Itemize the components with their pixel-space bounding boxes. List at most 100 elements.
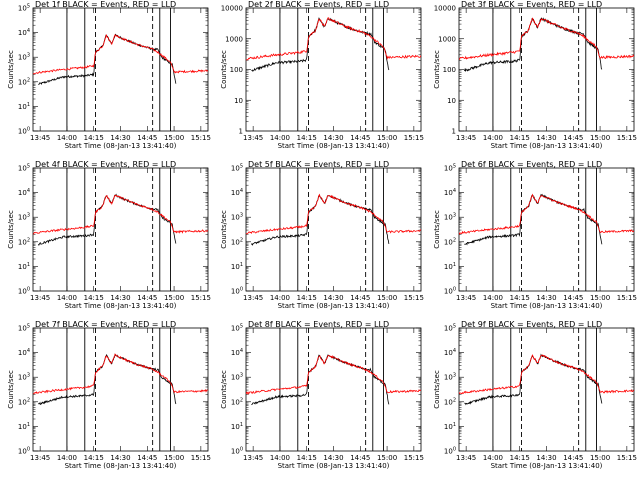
panel-title: Det 5f BLACK = Events, RED = LLD <box>248 160 389 169</box>
y-tick-label: 105 <box>444 324 456 333</box>
plot-frame <box>245 7 422 132</box>
y-tick-label: 103 <box>231 373 243 382</box>
x-tick-label: 14:30 <box>323 454 343 462</box>
y-tick-label: 102 <box>18 397 30 406</box>
y-tick-label: 101 <box>444 262 456 271</box>
y-tick-label: 100 <box>444 287 456 296</box>
x-tick-label: 13:45 <box>243 134 263 142</box>
panel-4: Det 4f BLACK = Events, RED = LLD 100 101 10… <box>7 160 211 310</box>
lld-series-line <box>246 193 421 235</box>
panel-1: Det 1f BLACK = Events, RED = LLD 100 101 10… <box>7 0 211 150</box>
y-axis-label: Counts/sec <box>433 50 441 89</box>
y-tick-label: 1000 <box>225 35 243 43</box>
panel-title: Det 8f BLACK = Events, RED = LLD <box>248 320 389 329</box>
x-tick-label: 14:00 <box>270 294 290 302</box>
x-tick-label: 14:45 <box>350 134 370 142</box>
x-tick-label: 13:45 <box>30 134 50 142</box>
y-tick-label: 101 <box>18 262 30 271</box>
y-tick-label: 104 <box>18 348 30 357</box>
x-tick-label: 14:45 <box>137 294 157 302</box>
x-tick-label: 14:30 <box>536 294 556 302</box>
panel-9: Det 9f BLACK = Events, RED = LLD 100 101 10… <box>433 320 637 470</box>
x-tick-label: 14:45 <box>350 294 370 302</box>
x-tick-label: 15:15 <box>404 294 424 302</box>
x-tick-label: 14:30 <box>536 134 556 142</box>
events-series-line <box>251 194 390 246</box>
events-series-line <box>38 353 177 405</box>
events-series-line <box>38 193 177 247</box>
y-axis-label: Counts/sec <box>433 370 441 409</box>
events-series-line <box>251 17 390 72</box>
events-series-line <box>38 33 177 86</box>
events-series-line <box>464 17 603 72</box>
x-tick-label: 14:15 <box>84 454 104 462</box>
panel-3: Det 3f BLACK = Events, RED = LLD 1 10 100 10… <box>433 0 637 150</box>
y-tick-label: 100 <box>230 66 243 74</box>
y-tick-label: 10000 <box>221 5 243 13</box>
y-tick-label: 105 <box>18 164 30 173</box>
y-tick-label: 100 <box>444 447 456 456</box>
y-tick-label: 104 <box>231 348 243 357</box>
y-tick-label: 103 <box>444 213 456 222</box>
y-tick-label: 102 <box>231 237 243 246</box>
x-tick-label: 15:00 <box>590 294 610 302</box>
x-tick-label: 14:00 <box>57 454 77 462</box>
y-tick-label: 101 <box>231 422 243 431</box>
panel-title: Det 3f BLACK = Events, RED = LLD <box>461 0 602 9</box>
x-tick-label: 14:30 <box>110 454 130 462</box>
x-tick-label: 15:15 <box>617 294 637 302</box>
x-tick-label: 13:45 <box>456 454 476 462</box>
y-tick-label: 101 <box>18 102 30 111</box>
y-tick-label: 1 <box>452 128 456 136</box>
y-axis-label: Counts/sec <box>220 370 228 409</box>
lld-series-line <box>33 34 208 75</box>
x-axis-label: Start Time (08-Jan-13 13:41:40) <box>65 142 177 150</box>
x-axis-label: Start Time (08-Jan-13 13:41:40) <box>491 462 603 470</box>
x-tick-label: 14:00 <box>270 134 290 142</box>
x-tick-label: 14:00 <box>270 454 290 462</box>
x-tick-label: 13:45 <box>30 294 50 302</box>
y-tick-label: 103 <box>18 53 30 62</box>
x-tick-label: 14:15 <box>84 294 104 302</box>
panel-title: Det 1f BLACK = Events, RED = LLD <box>35 0 176 9</box>
plot-frame <box>245 167 422 292</box>
x-tick-label: 14:30 <box>110 294 130 302</box>
panel-8: Det 8f BLACK = Events, RED = LLD 100 101 10… <box>220 320 424 470</box>
y-axis-label: Counts/sec <box>220 50 228 89</box>
y-tick-label: 103 <box>18 213 30 222</box>
lld-series-line <box>459 17 634 60</box>
y-tick-label: 102 <box>231 397 243 406</box>
events-series-line <box>464 193 603 246</box>
y-tick-label: 103 <box>18 373 30 382</box>
y-tick-label: 100 <box>231 447 243 456</box>
y-tick-label: 103 <box>231 213 243 222</box>
panel-title: Det 7f BLACK = Events, RED = LLD <box>35 320 176 329</box>
x-tick-label: 14:15 <box>510 454 530 462</box>
x-axis-label: Start Time (08-Jan-13 13:41:40) <box>65 462 177 470</box>
x-tick-label: 15:15 <box>191 454 211 462</box>
plot-frame <box>32 167 209 292</box>
y-tick-label: 101 <box>444 422 456 431</box>
x-tick-label: 13:45 <box>456 134 476 142</box>
x-tick-label: 14:00 <box>483 294 503 302</box>
x-tick-label: 14:30 <box>110 134 130 142</box>
y-tick-label: 100 <box>231 287 243 296</box>
x-tick-label: 14:15 <box>297 294 317 302</box>
x-tick-label: 14:00 <box>57 134 77 142</box>
x-axis-label: Start Time (08-Jan-13 13:41:40) <box>278 302 390 310</box>
x-tick-label: 15:15 <box>617 454 637 462</box>
y-tick-label: 10 <box>447 97 456 105</box>
panel-title: Det 4f BLACK = Events, RED = LLD <box>35 160 176 169</box>
lld-series-line <box>246 354 421 395</box>
x-tick-label: 14:30 <box>323 294 343 302</box>
y-axis-label: Counts/sec <box>433 210 441 249</box>
x-tick-label: 14:15 <box>510 134 530 142</box>
x-tick-label: 14:00 <box>57 294 77 302</box>
lld-series-line <box>33 353 208 395</box>
y-axis-label: Counts/sec <box>220 210 228 249</box>
y-tick-label: 102 <box>444 237 456 246</box>
y-tick-label: 104 <box>444 348 456 357</box>
x-tick-label: 15:00 <box>377 454 397 462</box>
x-axis-label: Start Time (08-Jan-13 13:41:40) <box>65 302 177 310</box>
